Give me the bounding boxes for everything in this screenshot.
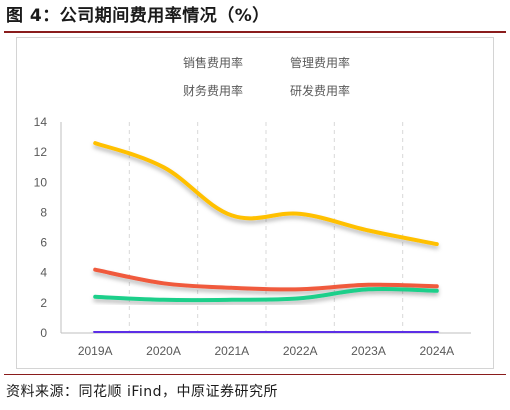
source-note: 资料来源：同花顺 iFind，中原证券研究所 (6, 384, 279, 400)
series-line (93, 329, 439, 335)
axes: 0 2 4 6 8 10 12 14 2019A 2020A 2021A 2022A 2023A 2024… (34, 115, 471, 358)
source-divider (4, 374, 506, 375)
y-tick-label: 10 (34, 175, 48, 189)
y-tick-label: 12 (34, 145, 48, 159)
x-tick-label: 2021A (214, 344, 249, 358)
legend-label: 销售费用率 (183, 55, 243, 70)
legend-label: 财务费用率 (183, 83, 243, 98)
y-tick-label: 0 (40, 326, 47, 340)
y-tick-label: 6 (40, 236, 47, 250)
chart-frame (16, 37, 494, 369)
series-lines (93, 141, 439, 335)
chart-title: 图 4：公司期间费用率情况（%） (6, 6, 270, 26)
gridlines (128, 122, 404, 333)
y-tick-label: 8 (40, 205, 47, 219)
y-tick-label: 4 (40, 266, 47, 280)
legend-label: 管理费用率 (290, 55, 350, 70)
series-line (93, 141, 439, 247)
x-tick-label: 2024A (419, 344, 454, 358)
y-tick-label: 14 (34, 115, 48, 129)
x-tick-label: 2023A (351, 344, 386, 358)
series-line (93, 267, 439, 292)
series-line (93, 286, 439, 303)
y-tick-label: 2 (40, 296, 47, 310)
title-divider (4, 31, 506, 33)
x-tick-label: 2020A (146, 344, 181, 358)
x-tick-label: 2019A (78, 344, 113, 358)
legend-label: 研发费用率 (290, 83, 350, 98)
x-tick-label: 2022A (283, 344, 318, 358)
